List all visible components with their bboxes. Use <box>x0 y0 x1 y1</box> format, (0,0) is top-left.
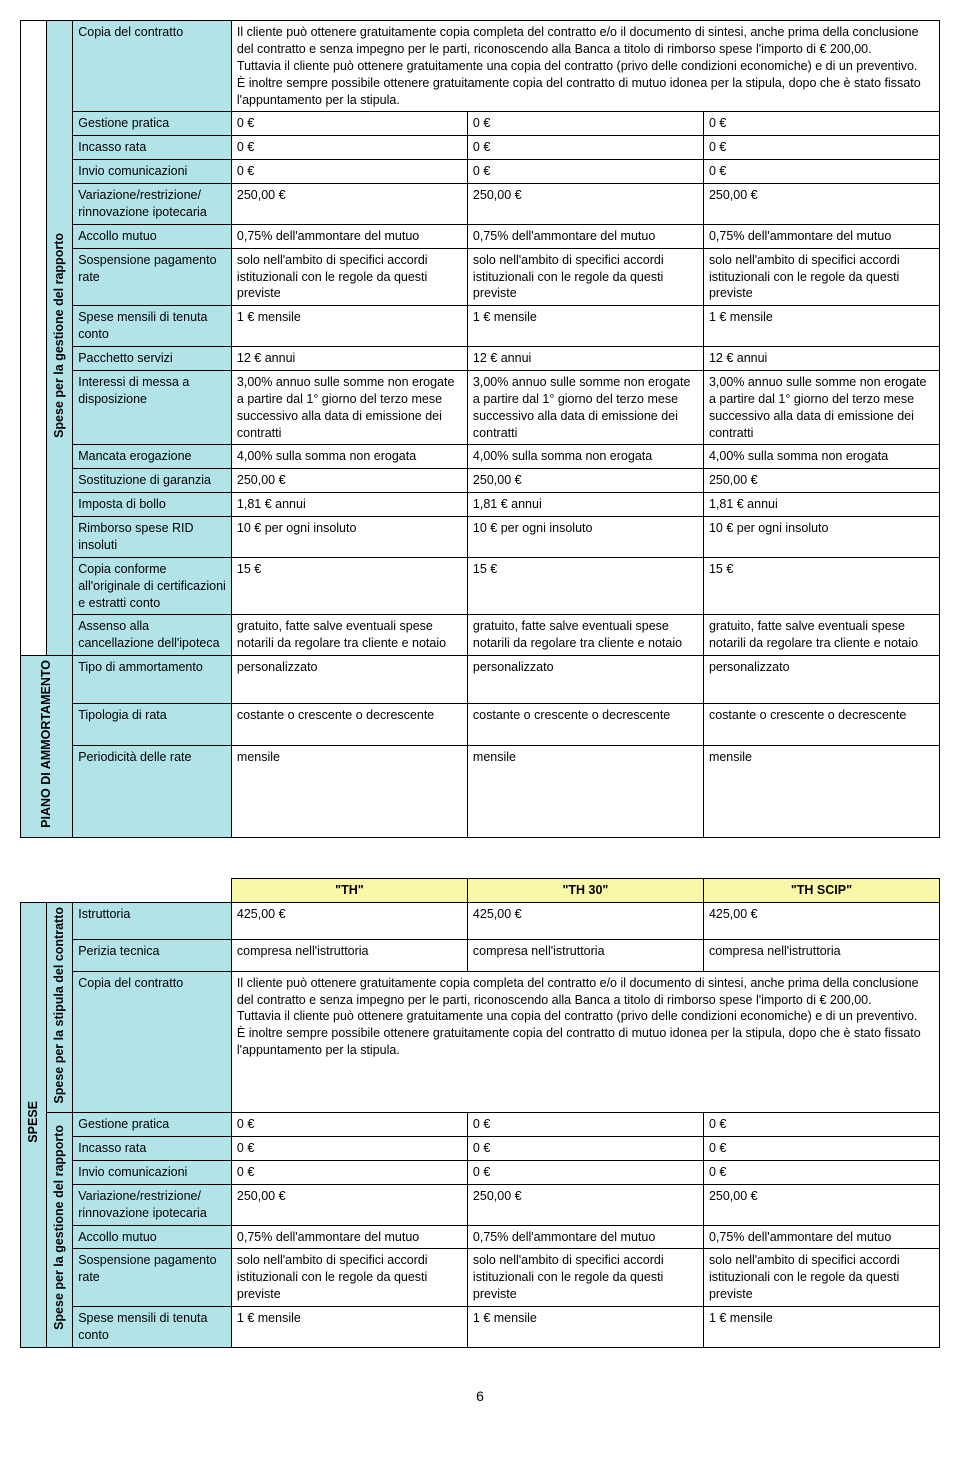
table-row: PIANO DI AMMORTAMENTO Tipo di ammortamen… <box>21 656 940 704</box>
table-row: Interessi di messa a disposizione3,00% a… <box>21 370 940 445</box>
table-row: Periodicità delle rate mensilemensilemen… <box>21 746 940 838</box>
table-row: Pacchetto servizi12 € annui12 € annui12 … <box>21 347 940 371</box>
col-header: "TH" <box>231 878 467 902</box>
outer-label-spese: SPESE <box>21 902 47 1347</box>
cell-label: Copia del contratto <box>73 971 232 1113</box>
table-row: Accollo mutuo0,75% dell'ammontare del mu… <box>21 1225 940 1249</box>
table-row: Spese per la gestione del rapporto Copia… <box>21 21 940 112</box>
inner-label-gestione-2: Spese per la gestione del rapporto <box>47 1113 73 1348</box>
table-row: Copia conforme all'originale di certific… <box>21 557 940 615</box>
table-header-row: "TH" "TH 30" "TH SCIP" <box>21 878 940 902</box>
table-row: Rimborso spese RID insoluti10 € per ogni… <box>21 517 940 558</box>
table-row: Sostituzione di garanzia250,00 €250,00 €… <box>21 469 940 493</box>
table-row: Spese per la gestione del rapporto Gesti… <box>21 1113 940 1137</box>
inner-label-gestione: Spese per la gestione del rapporto <box>47 21 73 656</box>
cell-copia-text: Il cliente può ottenere gratuitamente co… <box>231 971 939 1113</box>
table-row: Invio comunicazioni0 €0 €0 € <box>21 160 940 184</box>
table-section-2: "TH" "TH 30" "TH SCIP" SPESE Spese per l… <box>20 878 940 1348</box>
table-row: Invio comunicazioni0 €0 €0 € <box>21 1160 940 1184</box>
table-section-1: Spese per la gestione del rapporto Copia… <box>20 20 940 838</box>
table-row: Sospensione pagamento ratesolo nell'ambi… <box>21 1249 940 1307</box>
table-row: Incasso rata0 €0 €0 € <box>21 136 940 160</box>
table-row: Assenso alla cancellazione dell'ipotecag… <box>21 615 940 656</box>
table-row: Spese mensili di tenuta conto1 € mensile… <box>21 1307 940 1348</box>
table-row: Mancata erogazione4,00% sulla somma non … <box>21 445 940 469</box>
inner-label-stipula: Spese per la stipula del contratto <box>47 902 73 1112</box>
table-row: Imposta di bollo1,81 € annui1,81 € annui… <box>21 493 940 517</box>
outer-label-piano: PIANO DI AMMORTAMENTO <box>21 656 73 838</box>
table-row: Accollo mutuo0,75% dell'ammontare del mu… <box>21 224 940 248</box>
table-row: SPESE Spese per la stipula del contratto… <box>21 902 940 939</box>
col-header: "TH 30" <box>467 878 703 902</box>
table-row: Incasso rata0 €0 €0 € <box>21 1137 940 1161</box>
table-row: Spese mensili di tenuta conto1 € mensile… <box>21 306 940 347</box>
table-row: Variazione/restrizione/ rinnovazione ipo… <box>21 184 940 225</box>
cell-copia-text: Il cliente può ottenere gratuitamente co… <box>231 21 939 112</box>
table-row: Sospensione pagamento ratesolo nell'ambi… <box>21 248 940 306</box>
table-row: Variazione/restrizione/ rinnovazione ipo… <box>21 1184 940 1225</box>
table-row: Perizia tecnica compresa nell'istruttori… <box>21 939 940 971</box>
table-row: Copia del contratto Il cliente può otten… <box>21 971 940 1113</box>
col-header: "TH SCIP" <box>703 878 939 902</box>
table-row: Tipologia di rata costante o crescente o… <box>21 704 940 746</box>
cell-label: Copia del contratto <box>73 21 232 112</box>
page-number: 6 <box>20 1388 940 1404</box>
table-row: Gestione pratica0 €0 €0 € <box>21 112 940 136</box>
